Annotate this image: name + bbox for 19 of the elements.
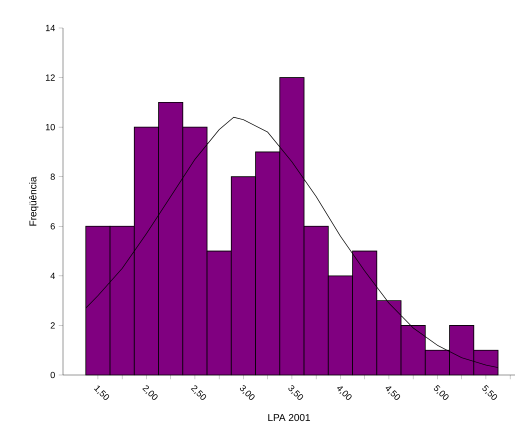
y-tick-label: 4	[50, 272, 55, 279]
x-tick-label: 1,50	[94, 386, 110, 400]
x-tick-label: 5,50	[482, 384, 498, 400]
y-tick-label: 2	[50, 322, 55, 329]
y-tick-label: 12	[46, 74, 55, 81]
y-tick-label: 8	[50, 174, 55, 180]
x-tick-label: 3,50	[288, 385, 304, 400]
y-tick-label: 10	[46, 124, 55, 130]
y-tick-label: 0	[50, 372, 55, 378]
y-tick-label: 6	[50, 223, 55, 230]
y-axis-title: Freqüência	[29, 176, 38, 226]
x-tick-label: 3,00	[240, 385, 255, 400]
x-tick-label: 2,50	[190, 385, 206, 400]
x-tick-label: 2,00	[142, 385, 158, 400]
x-tick-label: 4,50	[386, 386, 400, 400]
x-axis-title: LPA 2001	[268, 414, 310, 422]
x-tick-label: 5,00	[434, 384, 449, 400]
y-tick-label: 14	[46, 24, 55, 32]
x-tick-label: 4,00	[337, 386, 352, 400]
